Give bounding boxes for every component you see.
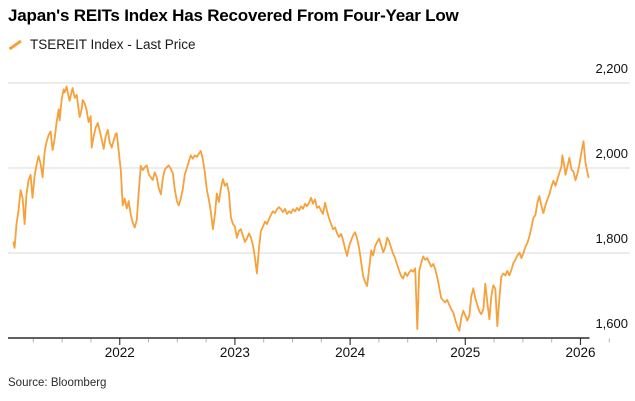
y-tick-label: 1,800 [595,230,628,246]
legend-label: TSEREIT Index - Last Price [30,37,196,52]
y-tick-label: 2,200 [595,60,628,76]
price-line-series [12,85,590,332]
legend: TSEREIT Index - Last Price [8,37,196,52]
x-tick-label: 2024 [335,345,366,360]
series-line-marker-icon [8,39,22,50]
source-note: Source: Bloomberg [8,377,107,389]
x-tick-label: 2022 [104,345,135,360]
y-tick-label: 1,600 [595,315,628,331]
x-tick-label: 2026 [565,345,596,360]
x-tick-label: 2023 [219,345,250,360]
chart-title: Japan's REITs Index Has Recovered From F… [8,6,459,25]
y-tick-label: 2,000 [595,145,628,161]
x-tick-label: 2025 [450,345,481,360]
